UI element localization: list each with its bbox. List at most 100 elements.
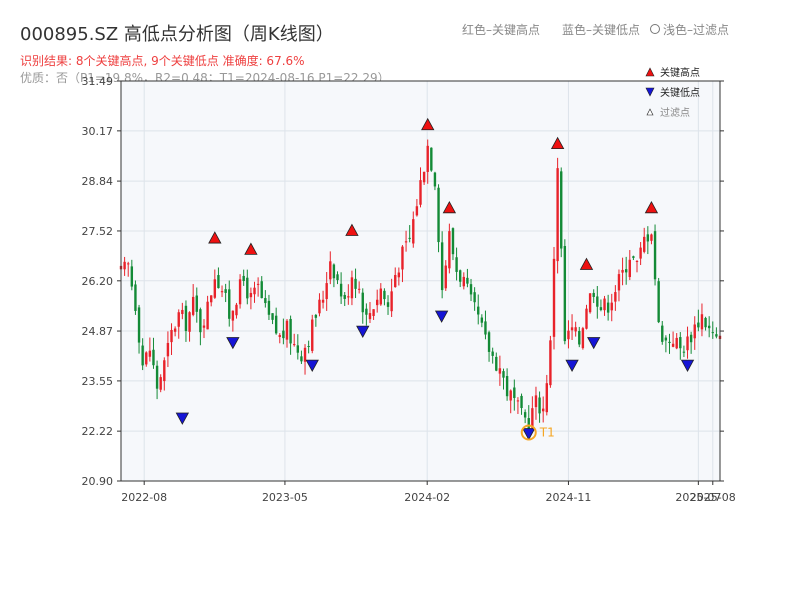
candle-body [336,274,339,281]
candle-body [462,276,466,287]
legend-filtered-icon [646,108,654,116]
candle-body [199,309,202,333]
key-low-marker [587,337,601,350]
candle-body [498,368,502,374]
candle-body [632,256,635,258]
key-low-marker [305,359,319,372]
candle-body [383,290,386,300]
candle-body [585,308,588,329]
result-summary: 识别结果: 8个关键高点, 9个关键低点 准确度: 67.6% [20,54,305,68]
plot-frame [120,80,721,482]
candle-body [473,292,476,303]
candle-body [127,263,130,265]
candle-body [231,310,235,321]
candle-body [213,279,217,298]
candle-body [242,275,245,282]
candle-body [592,292,595,297]
candle-body [307,346,310,348]
y-tick-label: 23.55 [82,375,114,388]
candle-body [426,145,429,172]
candle-body [210,295,213,303]
candle-body [487,332,491,352]
candle-body [513,387,516,398]
candle-body [610,302,613,311]
candle-body [430,147,433,171]
candle-body [700,314,704,330]
t1-highlight-circle [520,424,537,441]
candle-body [404,241,408,243]
candle-body [596,296,599,307]
key-high-marker [345,223,359,236]
candle-body [704,317,707,328]
candle-body [599,307,603,311]
candle-body [141,345,144,366]
candle-body [458,270,462,282]
candle-body [271,313,274,320]
candle-body [278,335,281,337]
candle-body [588,293,592,313]
candle-body [347,296,350,298]
candle-body [163,360,166,382]
candle-body [386,302,390,307]
y-tick-label: 31.49 [82,75,114,88]
candle-body [390,291,393,312]
candle-body [253,287,256,295]
candle-body [365,308,368,315]
candle-body [675,337,678,349]
candle-body [451,228,455,255]
candle-body [715,334,718,337]
candle-body [664,337,668,341]
candle-body [318,299,321,314]
hollow-circle-icon [650,24,660,34]
candle-body [332,264,336,279]
candle-body [707,325,711,329]
y-tick-label: 27.52 [82,225,114,238]
key-high-marker [421,117,435,131]
key-high-marker [579,257,594,270]
x-tick-label: 2025-07 [675,491,721,504]
candle-body [375,299,379,306]
candle-body [289,318,292,344]
candle-body [202,325,206,328]
y-tick-label: 30.17 [82,125,114,138]
candle-body [545,383,548,413]
candle-body [534,395,538,408]
candle-body [325,283,328,300]
candle-body [538,397,541,414]
y-tick-label: 22.22 [82,425,114,438]
x-tick-label: 2022-08 [121,491,167,504]
candle-body [668,341,671,344]
candle-body [628,259,631,278]
x-tick-label: 2025-08 [690,491,736,504]
axes: 20.90 22.22 23.55 24.87 26.20 27.52 28.84 30.17… [82,75,736,504]
candle-body [455,257,458,272]
legend-high-label: 关键高点 [660,66,700,79]
candle-body [578,331,581,345]
key-low-marker [565,359,579,372]
candle-body [560,171,563,249]
candle-body [195,295,198,312]
candle-body [552,258,556,337]
pivot-markers: T1 [175,117,695,441]
candle-body [235,304,238,316]
candle-body [148,350,152,357]
candle-body [653,231,657,280]
candle-body [520,395,523,409]
candle-body [238,279,242,305]
candle-body [282,330,285,339]
candle-body [260,281,263,299]
candle-body [523,412,527,418]
y-tick-label: 28.84 [82,175,114,188]
candle-body [368,313,372,320]
candle-body [321,299,325,303]
candle-body [314,314,318,318]
candle-body [224,289,227,293]
candle-body [491,351,494,356]
candle-body [567,330,570,340]
candle-body [650,234,653,241]
candle-body [531,408,534,428]
candle-body [466,277,469,284]
candle-body [130,266,134,287]
candle-body [246,277,249,299]
